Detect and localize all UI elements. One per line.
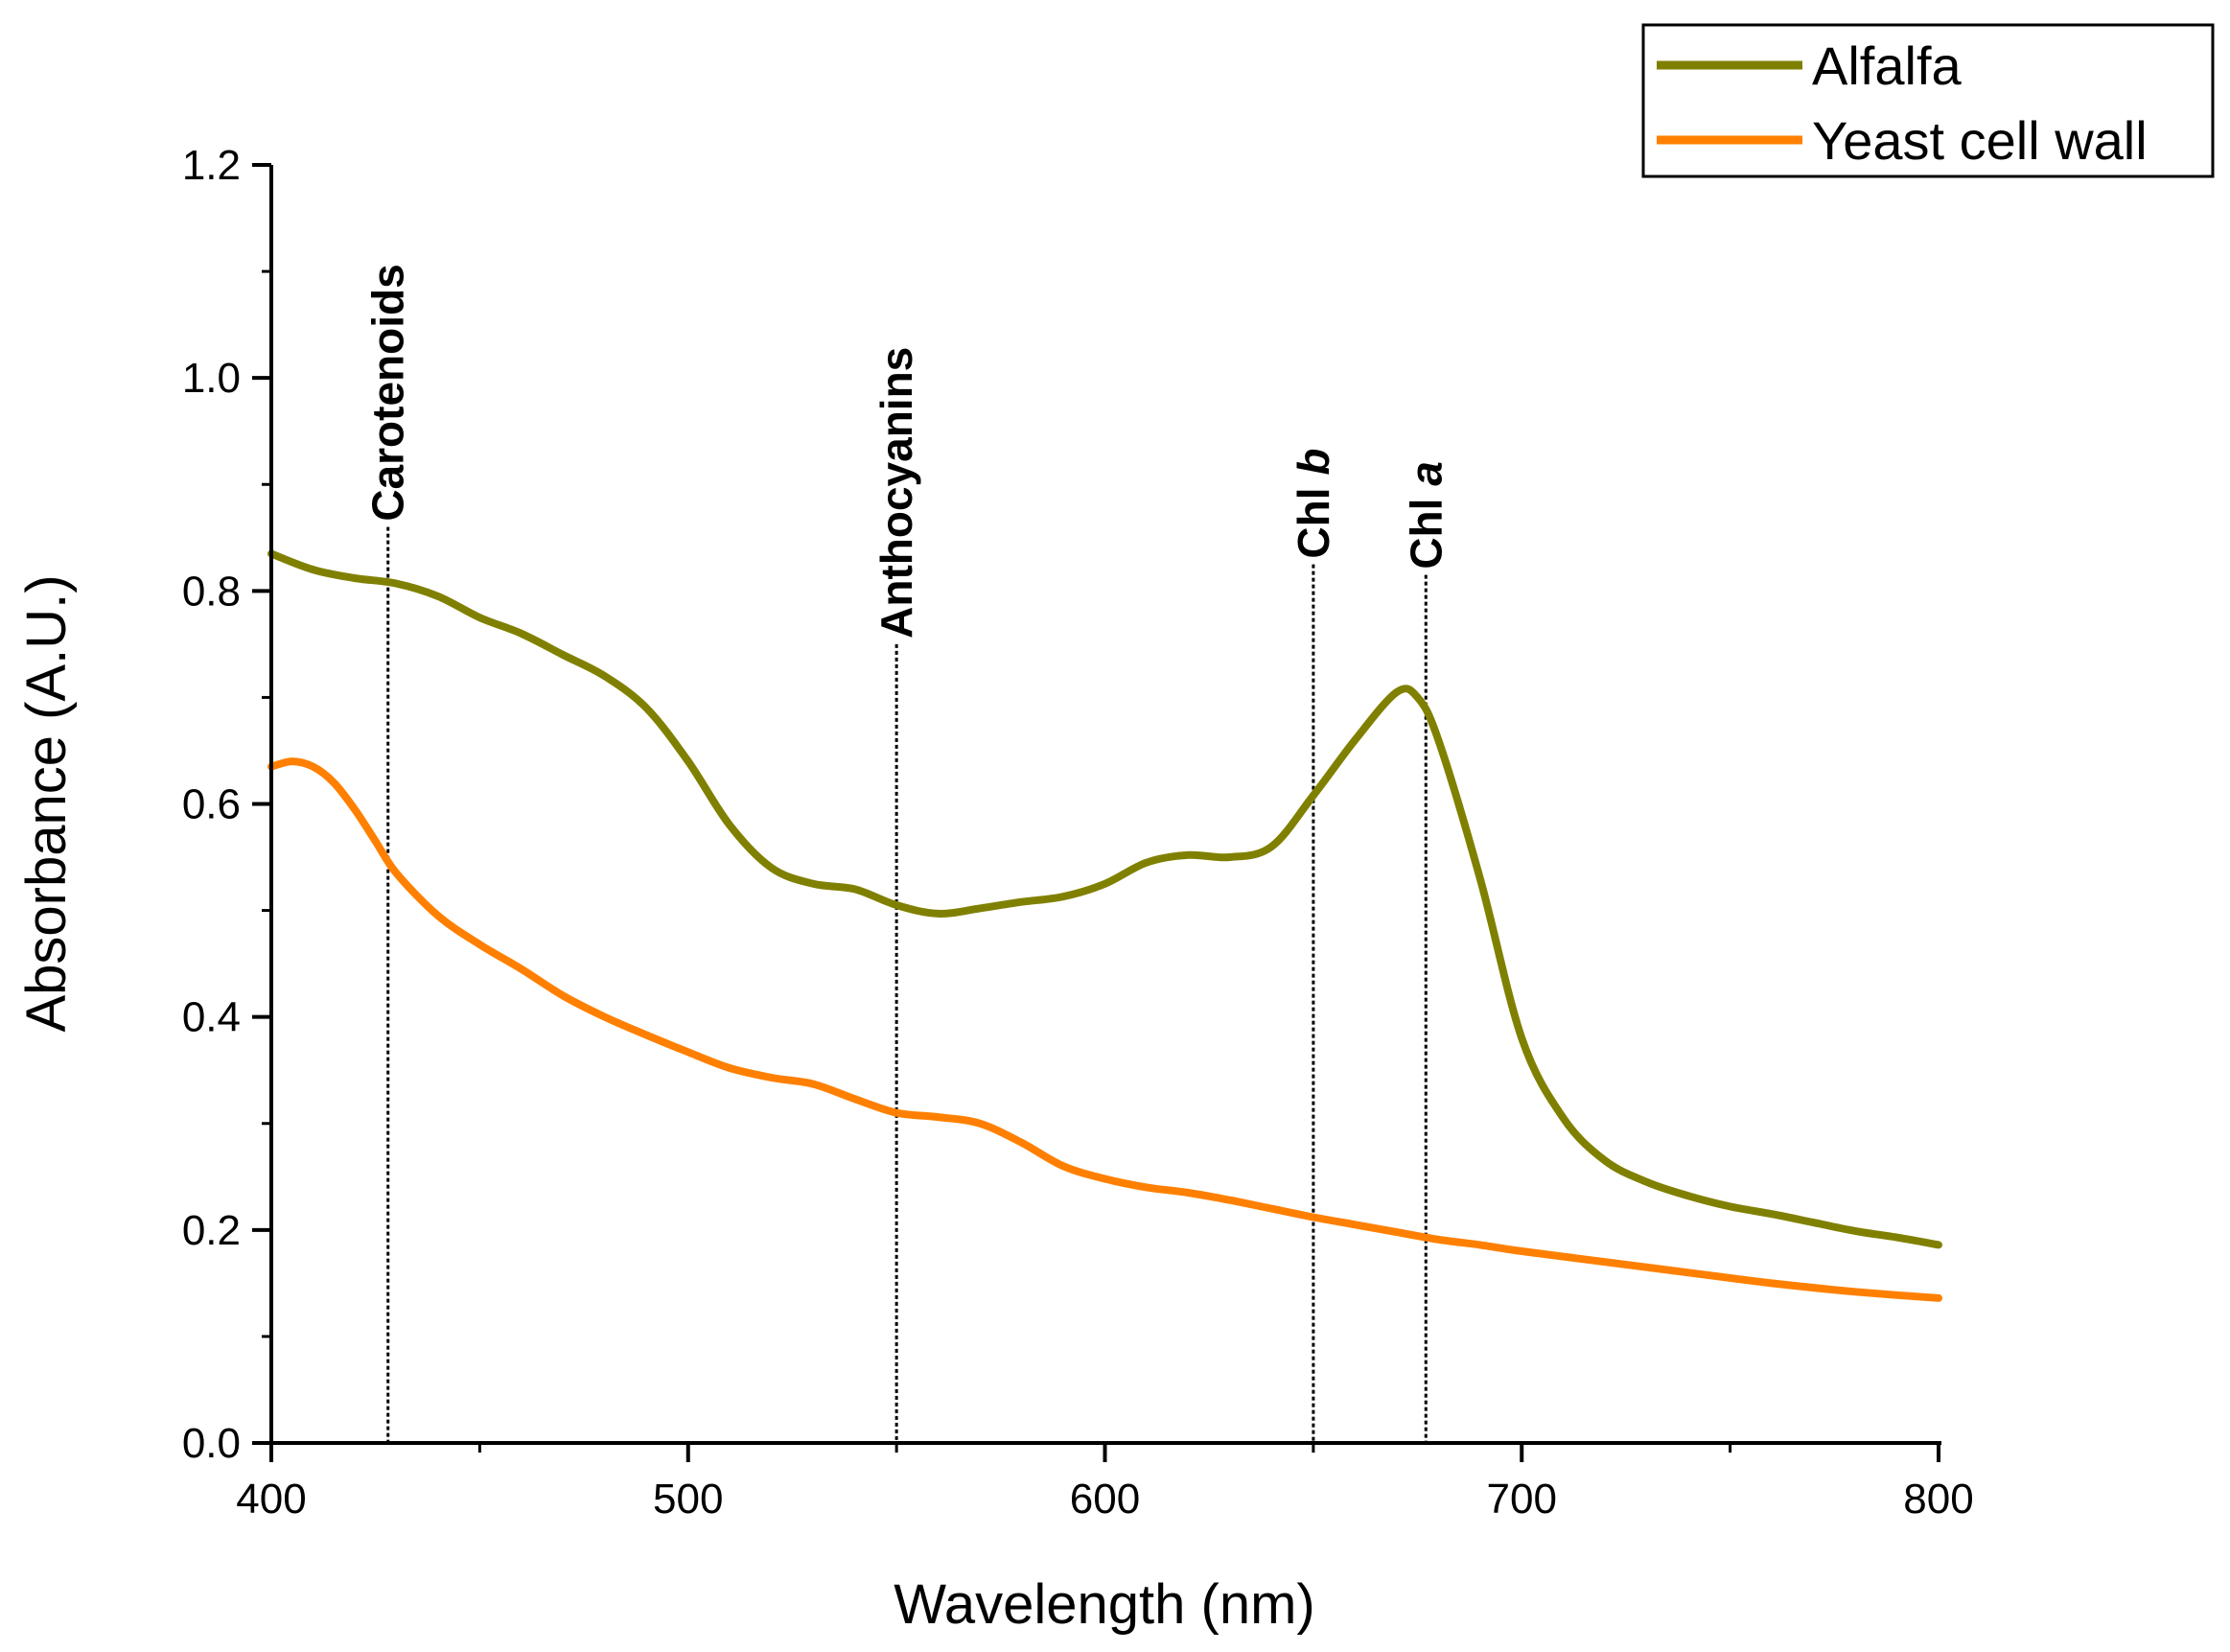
y-axis-title: Absorbance (A.U.) bbox=[15, 574, 78, 1032]
annotation-label-anthocyanins: Anthocyanins bbox=[871, 347, 921, 639]
x-axis-title: Wavelength (nm) bbox=[894, 1573, 1314, 1636]
data-series bbox=[267, 549, 1942, 1302]
axes bbox=[269, 165, 1941, 1445]
y-tick-label: 0.2 bbox=[182, 1207, 241, 1254]
x-tick-label: 500 bbox=[653, 1476, 723, 1523]
y-tick-label: 0.6 bbox=[182, 781, 241, 828]
annotation-label-chl-a: Chl a bbox=[1401, 461, 1451, 569]
x-ticks: 400 500 600 700 800 bbox=[236, 1443, 1974, 1523]
x-tick-label: 700 bbox=[1487, 1476, 1557, 1523]
legend-box bbox=[1641, 23, 2215, 178]
annotation-labels: Carotenoids Anthocyanins Chl b Chl a bbox=[363, 264, 1452, 639]
x-tick-label: 400 bbox=[236, 1476, 306, 1523]
y-tick-label: 1.2 bbox=[182, 142, 241, 189]
annotation-lines bbox=[386, 526, 1428, 1443]
y-tick-label: 1.0 bbox=[182, 355, 241, 402]
legend: Alfalfa Yeast cell wall bbox=[1641, 23, 2215, 178]
series-line-alfalfa bbox=[267, 549, 1942, 1249]
y-ticks: 0.0 0.2 0.4 0.6 0.8 1.0 1.2 bbox=[182, 142, 271, 1467]
legend-label-yeast-cell-wall: Yeast cell wall bbox=[1812, 110, 2148, 171]
y-tick-label: 0.8 bbox=[182, 568, 241, 615]
series-line-yeast-cell-wall bbox=[267, 757, 1942, 1302]
y-tick-label: 0.0 bbox=[182, 1420, 241, 1467]
legend-label-alfalfa: Alfalfa bbox=[1812, 35, 1962, 96]
x-tick-label: 600 bbox=[1070, 1476, 1140, 1523]
annotation-label-carotenoids: Carotenoids bbox=[363, 264, 413, 521]
x-tick-label: 800 bbox=[1903, 1476, 1973, 1523]
annotation-label-chl-b: Chl b bbox=[1289, 449, 1338, 559]
y-tick-label: 0.4 bbox=[182, 994, 241, 1041]
